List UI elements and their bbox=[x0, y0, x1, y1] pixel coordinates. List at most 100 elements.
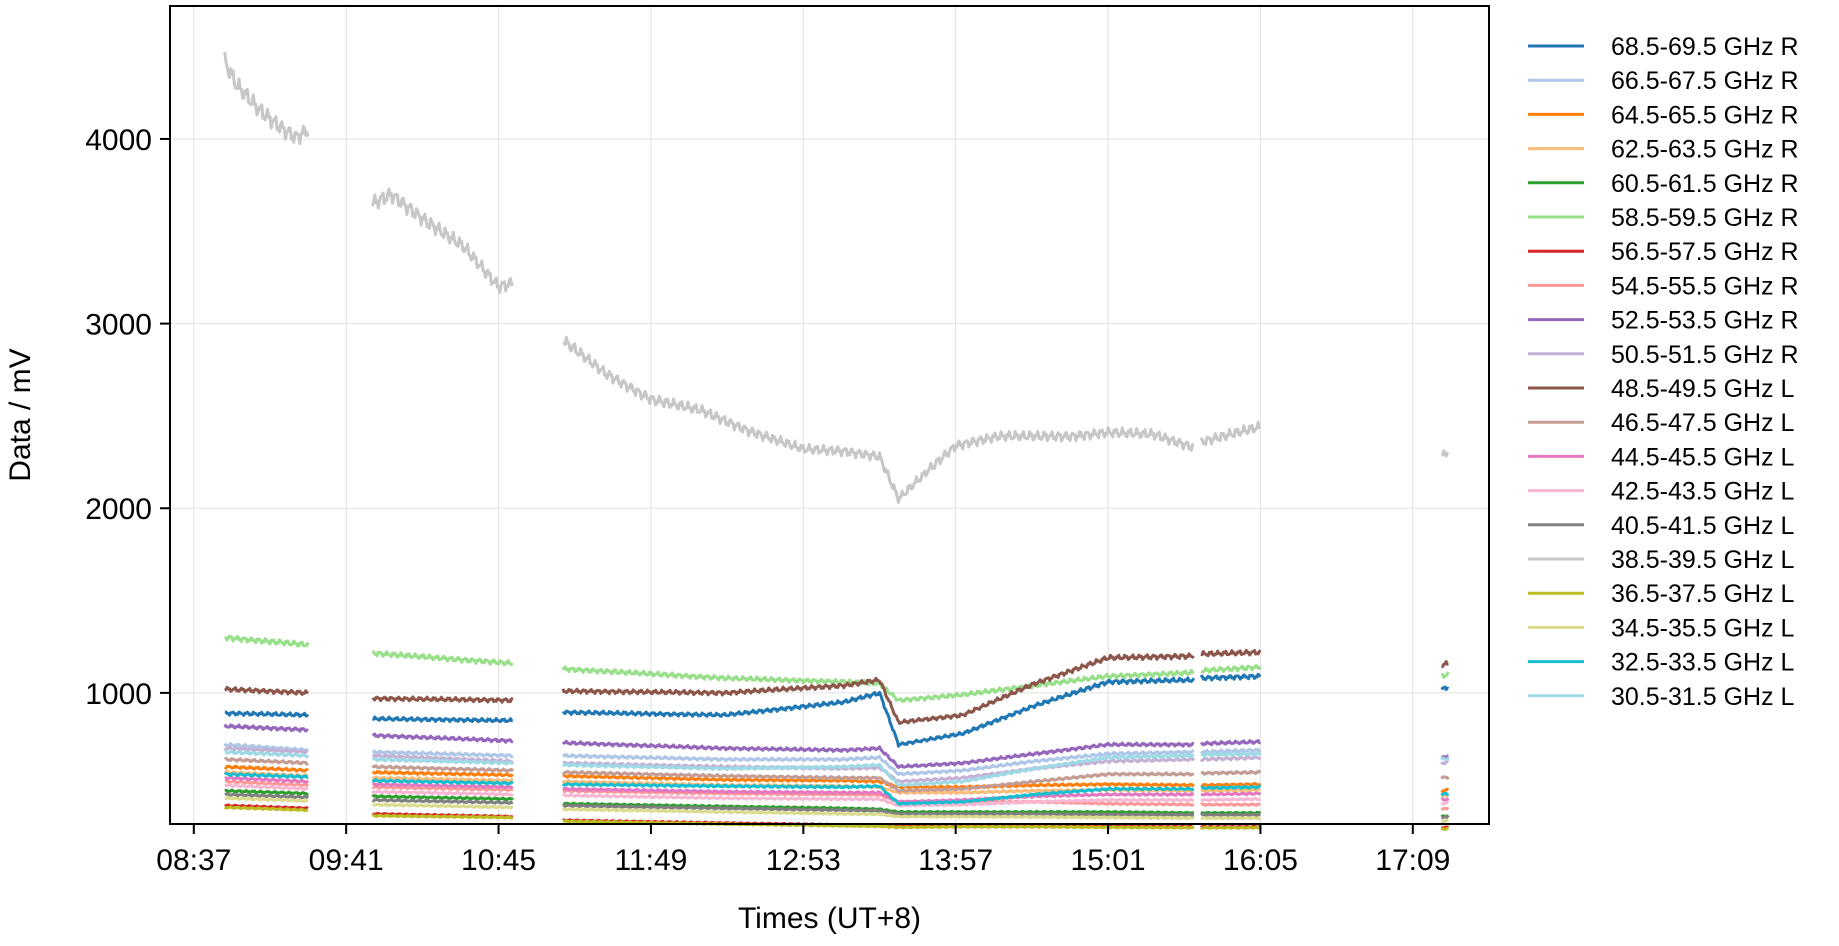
y-axis: 1000 2000 3000 4000 bbox=[85, 124, 170, 711]
series-line bbox=[562, 788, 924, 805]
series-line bbox=[371, 797, 514, 805]
legend: 68.5-69.5 GHz R 66.5-67.5 GHz R 64.5-65.5 … bbox=[1528, 33, 1799, 711]
series-line bbox=[561, 793, 923, 808]
series-line bbox=[1441, 815, 1450, 820]
series-line bbox=[1200, 815, 1261, 821]
series-line bbox=[1199, 672, 1262, 682]
series-line bbox=[1200, 812, 1261, 817]
series-line bbox=[224, 710, 310, 718]
series-line bbox=[921, 756, 1196, 783]
series-line bbox=[223, 771, 309, 780]
series-line bbox=[1200, 769, 1262, 776]
legend-label: 38.5-39.5 GHz L bbox=[1611, 546, 1795, 574]
series-line bbox=[1441, 800, 1449, 806]
series-line bbox=[371, 775, 514, 783]
legend-label: 68.5-69.5 GHz R bbox=[1611, 33, 1799, 61]
legend-label: 40.5-41.5 GHz L bbox=[1611, 512, 1795, 540]
y-tick-label: 2000 bbox=[85, 493, 152, 526]
plot-frame bbox=[169, 5, 1490, 825]
series-line bbox=[224, 782, 309, 792]
series-line bbox=[1199, 739, 1261, 747]
series-line bbox=[922, 814, 1195, 821]
legend-label: 48.5-49.5 GHz L bbox=[1611, 375, 1795, 403]
series-line bbox=[223, 764, 309, 773]
series-line bbox=[372, 782, 514, 790]
series-line bbox=[561, 753, 924, 777]
series-line bbox=[371, 789, 514, 797]
series-line bbox=[921, 771, 1195, 793]
legend-label: 46.5-47.5 GHz L bbox=[1611, 409, 1795, 437]
series-line bbox=[921, 753, 1195, 786]
series-line bbox=[223, 745, 309, 755]
series-line bbox=[1440, 775, 1450, 780]
legend-label: 42.5-43.5 GHz L bbox=[1611, 478, 1795, 506]
series-line bbox=[224, 779, 310, 788]
series-line bbox=[371, 778, 514, 786]
y-axis-label: Data / mV bbox=[4, 348, 37, 481]
series-line bbox=[372, 813, 514, 820]
series-line bbox=[223, 805, 309, 813]
series-line bbox=[561, 782, 923, 806]
series-line bbox=[223, 742, 309, 753]
series-line bbox=[1440, 797, 1450, 802]
series-line bbox=[371, 695, 514, 704]
x-tick-label: 16:05 bbox=[1223, 844, 1298, 877]
series-line bbox=[921, 652, 1195, 723]
series-line bbox=[921, 786, 1195, 806]
series-lines bbox=[223, 51, 1450, 832]
legend-label: 52.5-53.5 GHz R bbox=[1611, 307, 1799, 335]
series-line bbox=[922, 668, 1195, 702]
series-line bbox=[1200, 787, 1261, 793]
y-tick-label: 4000 bbox=[85, 124, 152, 157]
series-line bbox=[1199, 755, 1262, 763]
series-line bbox=[224, 634, 310, 648]
legend-label: 36.5-37.5 GHz L bbox=[1611, 580, 1795, 608]
legend-label: 60.5-61.5 GHz R bbox=[1611, 170, 1799, 198]
series-line bbox=[1200, 825, 1261, 830]
series-line bbox=[372, 802, 514, 810]
legend-label: 50.5-51.5 GHz R bbox=[1611, 341, 1799, 369]
series-line bbox=[1200, 784, 1262, 791]
series-line bbox=[371, 649, 514, 667]
series-line bbox=[1440, 685, 1450, 692]
series-line bbox=[921, 797, 1195, 808]
series-line bbox=[562, 762, 923, 788]
series-line bbox=[371, 732, 514, 744]
series-line bbox=[561, 807, 924, 819]
legend-label: 34.5-35.5 GHz L bbox=[1611, 614, 1795, 642]
series-line bbox=[372, 749, 514, 759]
series-line bbox=[1441, 806, 1449, 811]
grid bbox=[170, 6, 1489, 824]
series-line bbox=[1200, 791, 1262, 797]
series-line bbox=[921, 676, 1196, 743]
series-line bbox=[1440, 787, 1450, 793]
series-line bbox=[224, 775, 310, 784]
series-line bbox=[223, 723, 309, 733]
series-line bbox=[1200, 802, 1261, 807]
y-tick-label: 3000 bbox=[85, 309, 152, 342]
series-line bbox=[562, 786, 923, 804]
series-line bbox=[922, 811, 1195, 817]
series-line bbox=[371, 784, 514, 792]
series-line bbox=[921, 741, 1195, 768]
series-line bbox=[1440, 760, 1449, 766]
x-tick-label: 10:45 bbox=[461, 844, 536, 877]
series-line bbox=[1199, 420, 1262, 447]
series-line bbox=[561, 739, 924, 769]
series-line bbox=[372, 715, 514, 724]
series-line bbox=[1440, 826, 1449, 832]
x-axis: 08:37 09:41 10:45 11:49 12:53 13:57 15:01 16:05… bbox=[156, 824, 1450, 877]
series-line bbox=[371, 764, 515, 773]
series-line bbox=[921, 749, 1195, 776]
x-tick-label: 17:09 bbox=[1375, 844, 1450, 877]
x-tick-label: 11:49 bbox=[615, 844, 688, 877]
series-line bbox=[1440, 671, 1450, 679]
series-line bbox=[1440, 756, 1450, 762]
x-tick-label: 09:41 bbox=[309, 844, 384, 877]
series-line bbox=[562, 803, 924, 817]
y-tick-label: 1000 bbox=[85, 678, 152, 711]
legend-label: 56.5-57.5 GHz R bbox=[1611, 238, 1799, 266]
series-line bbox=[1440, 791, 1450, 797]
series-line bbox=[561, 676, 924, 725]
